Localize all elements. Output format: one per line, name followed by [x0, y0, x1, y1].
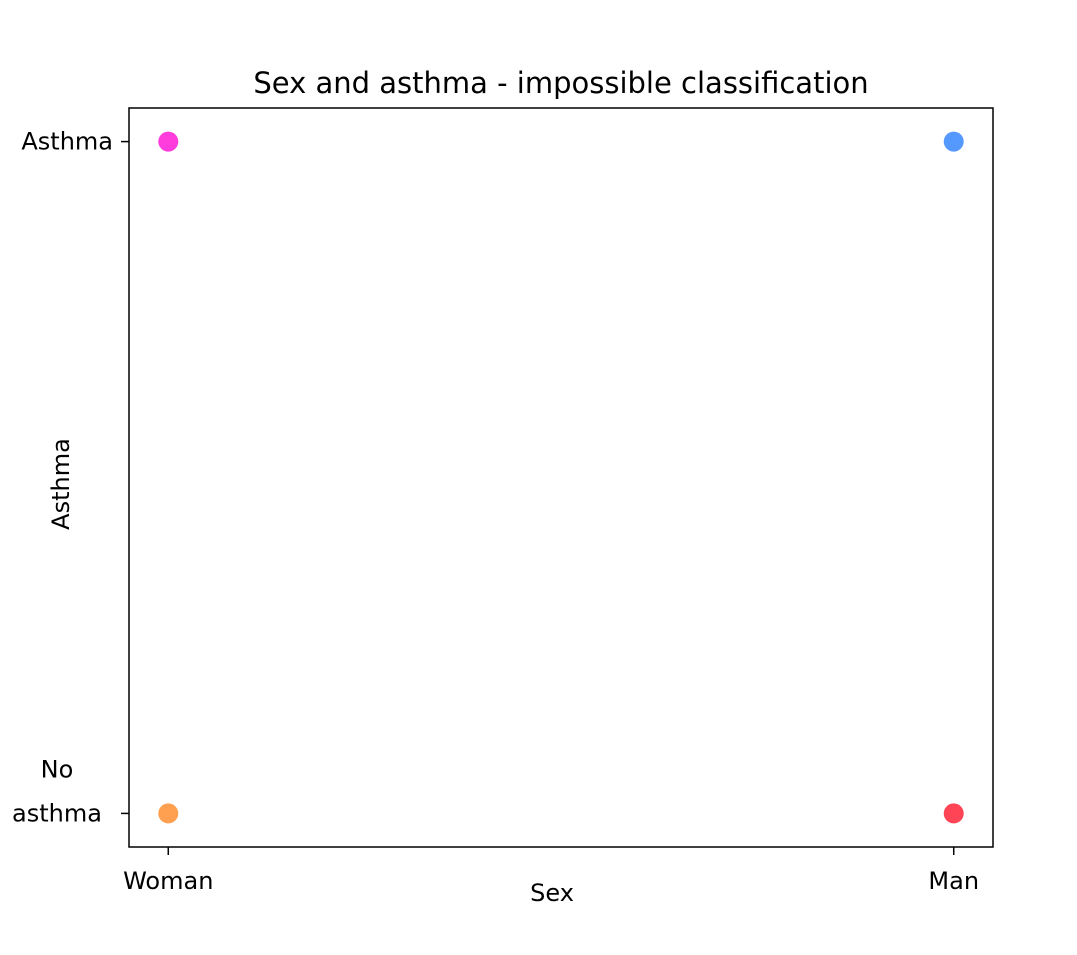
y-axis: No asthma Asthma	[12, 128, 129, 827]
y-axis-label: Asthma	[47, 438, 75, 530]
plot-area	[158, 131, 964, 824]
y-tick-label: Asthma	[21, 128, 113, 156]
data-point-3	[943, 803, 964, 824]
data-point-0	[158, 131, 179, 152]
data-point-2	[158, 803, 179, 824]
x-axis-label: Sex	[530, 879, 574, 907]
plot-frame	[128, 107, 994, 848]
x-axis: Woman Man	[123, 847, 979, 895]
data-point-1	[943, 131, 964, 152]
chart-title: Sex and asthma - impossible classificati…	[253, 66, 868, 100]
y-tick-label: No asthma	[12, 755, 102, 827]
x-tick-label: Woman	[123, 867, 213, 895]
x-tick-label: Man	[928, 867, 979, 895]
